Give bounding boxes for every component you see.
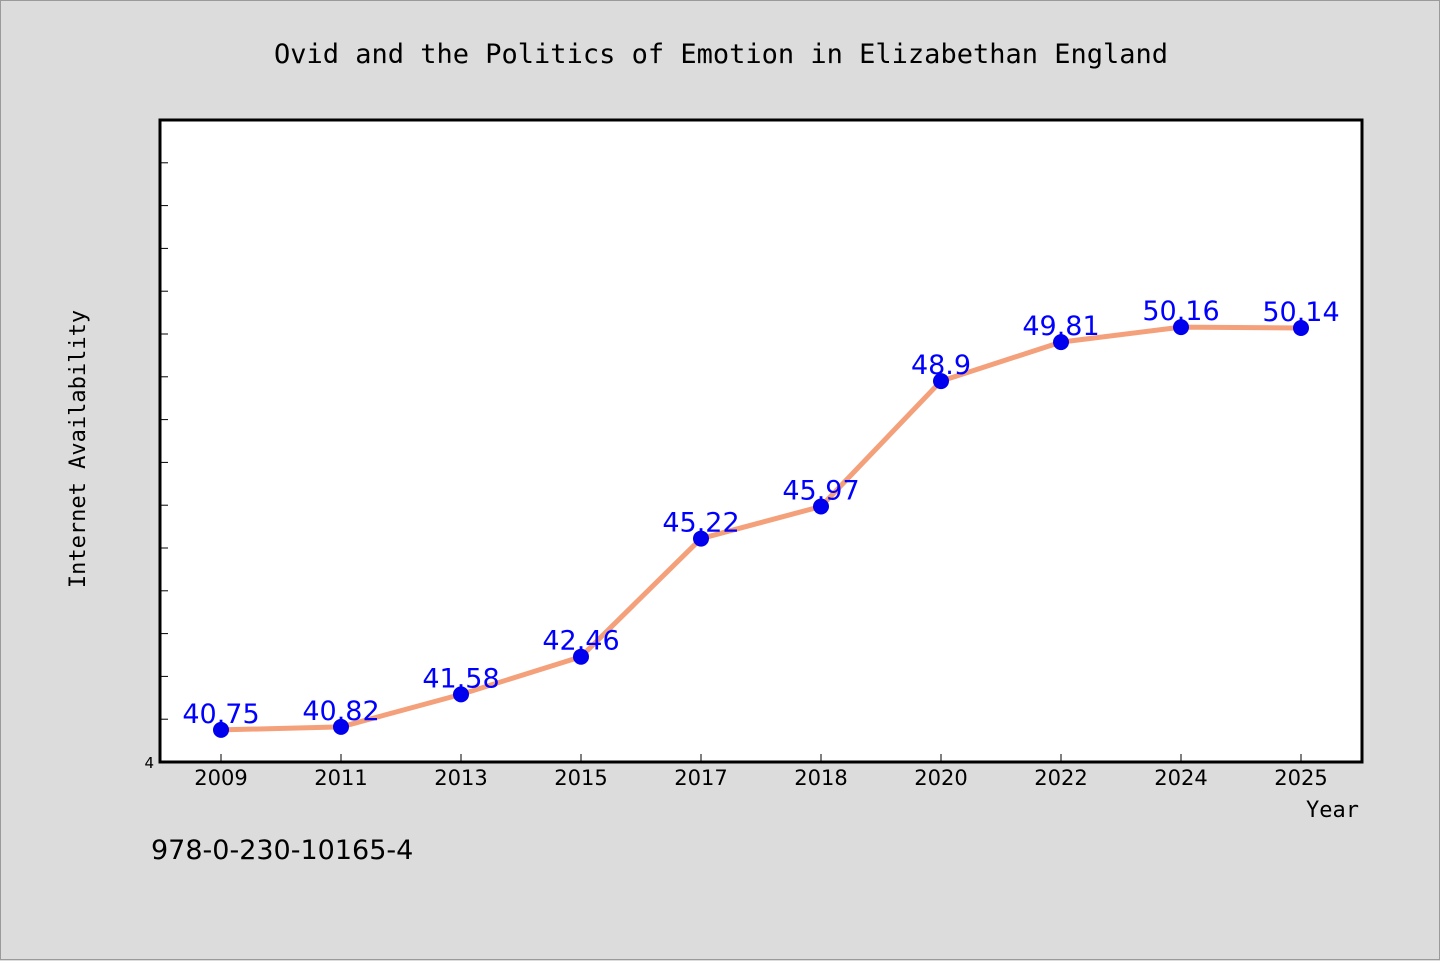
data-label: 40.82 [302,696,379,727]
data-point [333,718,349,735]
data-point [573,648,589,665]
x-axis-ticks [220,754,1302,762]
data-label: 49.81 [1022,311,1099,342]
data-point [1293,320,1309,337]
data-label: 40.75 [182,699,259,730]
data-point [933,373,949,390]
y-axis-tick-labels: 4 [144,754,154,772]
x-tick-label: 2017 [674,766,727,790]
x-tick-label: 2018 [794,766,847,790]
x-tick-label: 2022 [1034,766,1087,790]
x-axis-tick-labels: 2009 2011 2013 2015 2017 2018 2020 2022 2024 2025 [194,766,1327,790]
data-point [813,498,829,515]
data-labels: 40.75 40.82 41.58 42.46 45.22 45.97 48.9 49.81 5… [182,296,1339,730]
data-point [1173,319,1189,336]
x-tick-label: 2020 [914,766,967,790]
x-tick-label: 2011 [314,766,367,790]
plot-area [158,118,1364,764]
x-tick-label: 2013 [434,766,487,790]
data-point [1053,334,1069,351]
isbn-text: 978-0-230-10165-4 [151,835,414,866]
y-axis-ticks [160,119,168,763]
data-label: 45.22 [662,508,739,539]
chart-title: Ovid and the Politics of Emotion in Eliz… [274,39,1168,70]
data-label: 50.16 [1142,296,1219,327]
data-label: 48.9 [911,350,971,381]
y-tick-label: 4 [144,754,154,772]
x-tick-label: 2024 [1154,766,1207,790]
data-point [693,530,709,547]
data-label: 50.14 [1262,297,1339,328]
x-tick-label: 2015 [554,766,607,790]
data-label: 45.97 [782,475,859,506]
x-tick-label: 2025 [1274,766,1327,790]
data-label: 41.58 [422,663,499,694]
x-tick-label: 2009 [194,766,247,790]
data-point [453,686,469,703]
x-axis-label: Year [1306,798,1359,823]
data-label: 42.46 [542,626,619,657]
series-line [218,324,1304,733]
data-point [213,721,229,738]
series-markers [213,319,1309,738]
y-axis-label: Internet Availability [66,310,91,588]
